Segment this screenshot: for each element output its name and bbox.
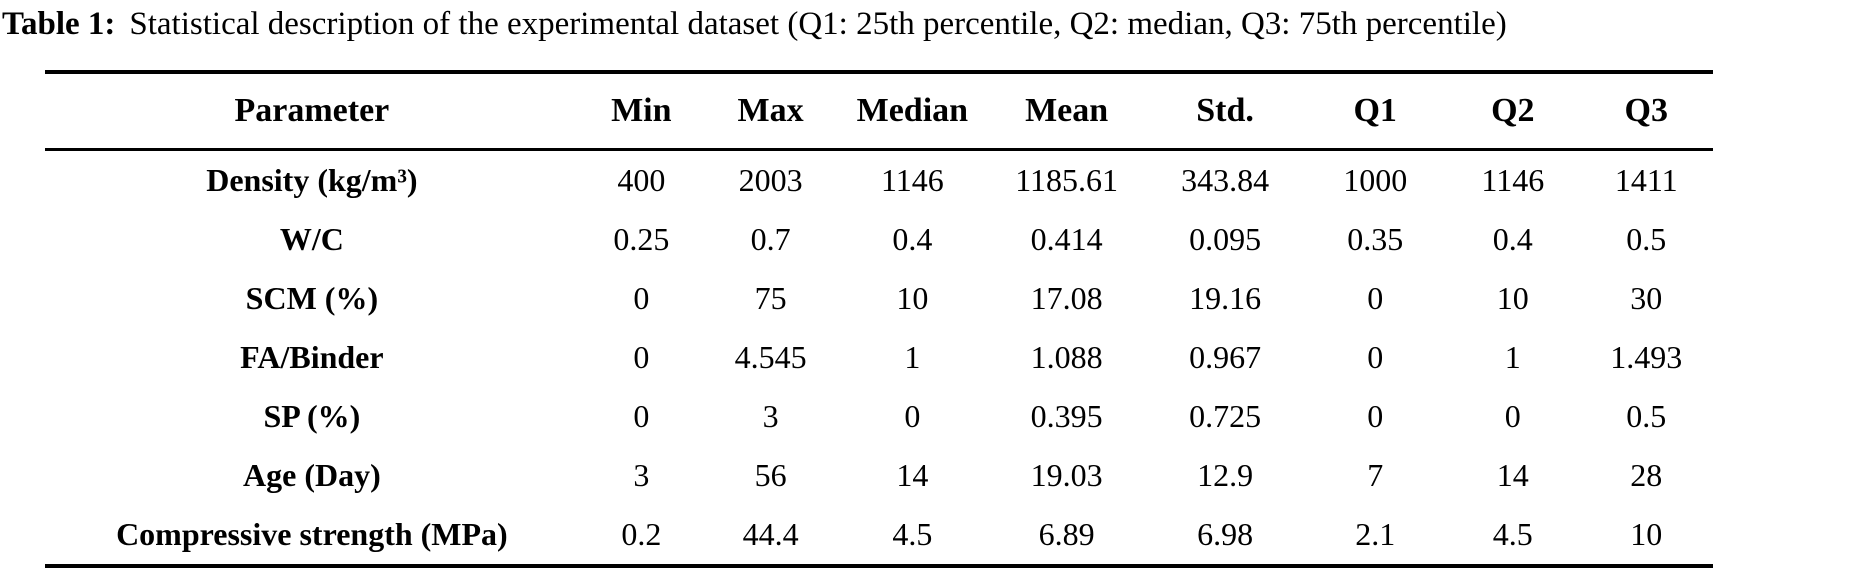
column-header-max: Max bbox=[703, 72, 838, 151]
value-cell-fa-binder-mean: 1.088 bbox=[1030, 339, 1103, 375]
value-cell-sp-min: 0 bbox=[633, 398, 650, 434]
value-cell-w-c-std: 0.095 bbox=[1189, 221, 1262, 257]
table-row-age-day: Age (Day) 3 56 14 19.03 12.9 7 14 28 bbox=[45, 446, 1713, 505]
table-caption-text: Statistical description of the experimen… bbox=[129, 6, 1507, 42]
value-cell-sp-q3: 0.5 bbox=[1626, 398, 1667, 434]
value-cell-sp-q2: 0 bbox=[1504, 398, 1521, 434]
value-cell-density-kg-m-max: 2003 bbox=[738, 162, 803, 198]
table-caption-label: Table 1: bbox=[2, 6, 116, 42]
parameter-cell-compressive-strength-mpa: Compressive strength (MPa) bbox=[116, 516, 508, 552]
value-cell-density-kg-m-min: 400 bbox=[617, 162, 666, 198]
value-cell-scm-max: 75 bbox=[754, 280, 787, 316]
value-cell-fa-binder-max: 4.545 bbox=[734, 339, 807, 375]
parameter-cell-density-kg-m: Density (kg/m³) bbox=[206, 162, 418, 198]
value-cell-age-day-max: 56 bbox=[754, 457, 787, 493]
value-cell-scm-median: 10 bbox=[896, 280, 929, 316]
value-cell-age-day-q1: 7 bbox=[1367, 457, 1384, 493]
value-cell-age-day-q2: 14 bbox=[1496, 457, 1529, 493]
value-cell-compressive-strength-mpa-q1: 2.1 bbox=[1355, 516, 1396, 552]
value-cell-density-kg-m-q1: 1000 bbox=[1343, 162, 1408, 198]
column-header-q2: Q2 bbox=[1446, 72, 1580, 151]
value-cell-scm-min: 0 bbox=[633, 280, 650, 316]
parameter-cell-fa-binder: FA/Binder bbox=[240, 339, 384, 375]
value-cell-fa-binder-std: 0.967 bbox=[1189, 339, 1262, 375]
parameter-cell-sp: SP (%) bbox=[263, 398, 361, 434]
value-cell-compressive-strength-mpa-q3: 10 bbox=[1630, 516, 1663, 552]
value-cell-fa-binder-q2: 1 bbox=[1504, 339, 1521, 375]
value-cell-w-c-q1: 0.35 bbox=[1347, 221, 1404, 257]
value-cell-compressive-strength-mpa-std: 6.98 bbox=[1197, 516, 1254, 552]
column-header-min: Min bbox=[578, 72, 704, 151]
table-body: Density (kg/m³) 400 2003 1146 1185.61 343.84 1… bbox=[45, 150, 1713, 567]
column-header-q1: Q1 bbox=[1304, 72, 1447, 151]
value-cell-sp-q1: 0 bbox=[1367, 398, 1384, 434]
column-header-parameter: Parameter bbox=[45, 72, 579, 151]
table-row-scm: SCM (%) 0 75 10 17.08 19.16 0 10 30 bbox=[45, 269, 1713, 328]
value-cell-density-kg-m-q3: 1411 bbox=[1614, 162, 1678, 198]
value-cell-fa-binder-median: 1 bbox=[904, 339, 921, 375]
value-cell-compressive-strength-mpa-min: 0.2 bbox=[621, 516, 662, 552]
table-row-sp: SP (%) 0 3 0 0.395 0.725 0 0 0.5 bbox=[45, 387, 1713, 446]
value-cell-density-kg-m-mean: 1185.61 bbox=[1015, 162, 1119, 198]
value-cell-density-kg-m-q2: 1146 bbox=[1481, 162, 1545, 198]
table-row-w-c: W/C 0.25 0.7 0.4 0.414 0.095 0.35 0.4 0.5 bbox=[45, 210, 1713, 269]
value-cell-compressive-strength-mpa-q2: 4.5 bbox=[1492, 516, 1533, 552]
value-cell-density-kg-m-median: 1146 bbox=[880, 162, 944, 198]
statistics-table: Parameter Min Max Median Mean Std. Q1 Q2 Q3 Dens… bbox=[45, 70, 1713, 568]
table-header-row: Parameter Min Max Median Mean Std. Q1 Q2 Q3 bbox=[45, 72, 1713, 151]
value-cell-w-c-q3: 0.5 bbox=[1626, 221, 1667, 257]
table-caption: Table 1: Statistical description of the e… bbox=[2, 2, 1862, 46]
value-cell-compressive-strength-mpa-max: 44.4 bbox=[742, 516, 799, 552]
value-cell-sp-mean: 0.395 bbox=[1030, 398, 1103, 434]
value-cell-scm-mean: 17.08 bbox=[1030, 280, 1103, 316]
column-header-median: Median bbox=[837, 72, 988, 151]
value-cell-w-c-median: 0.4 bbox=[892, 221, 933, 257]
value-cell-density-kg-m-std: 343.84 bbox=[1181, 162, 1270, 198]
value-cell-sp-median: 0 bbox=[904, 398, 921, 434]
value-cell-age-day-min: 3 bbox=[633, 457, 650, 493]
column-header-q3: Q3 bbox=[1579, 72, 1713, 151]
value-cell-w-c-max: 0.7 bbox=[750, 221, 791, 257]
value-cell-scm-q1: 0 bbox=[1367, 280, 1384, 316]
table-row-fa-binder: FA/Binder 0 4.545 1 1.088 0.967 0 1 1.493 bbox=[45, 328, 1713, 387]
table-row-density-kg-m: Density (kg/m³) 400 2003 1146 1185.61 343.84 1… bbox=[45, 150, 1713, 211]
value-cell-fa-binder-q1: 0 bbox=[1367, 339, 1384, 375]
parameter-cell-scm: SCM (%) bbox=[245, 280, 379, 316]
value-cell-scm-std: 19.16 bbox=[1189, 280, 1262, 316]
table-row-compressive-strength-mpa: Compressive strength (MPa) 0.2 44.4 4.5 6.89… bbox=[45, 505, 1713, 566]
column-header-mean: Mean bbox=[987, 72, 1146, 151]
value-cell-scm-q2: 10 bbox=[1496, 280, 1529, 316]
column-header-std: Std. bbox=[1145, 72, 1305, 151]
value-cell-w-c-mean: 0.414 bbox=[1030, 221, 1103, 257]
value-cell-compressive-strength-mpa-median: 4.5 bbox=[892, 516, 933, 552]
value-cell-sp-std: 0.725 bbox=[1189, 398, 1262, 434]
table-header: Parameter Min Max Median Mean Std. Q1 Q2 Q3 bbox=[45, 72, 1713, 151]
value-cell-age-day-std: 12.9 bbox=[1197, 457, 1254, 493]
value-cell-age-day-median: 14 bbox=[896, 457, 929, 493]
value-cell-scm-q3: 30 bbox=[1630, 280, 1663, 316]
value-cell-fa-binder-min: 0 bbox=[633, 339, 650, 375]
value-cell-age-day-mean: 19.03 bbox=[1030, 457, 1103, 493]
value-cell-compressive-strength-mpa-mean: 6.89 bbox=[1038, 516, 1095, 552]
value-cell-sp-max: 3 bbox=[762, 398, 779, 434]
value-cell-fa-binder-q3: 1.493 bbox=[1610, 339, 1683, 375]
value-cell-w-c-q2: 0.4 bbox=[1492, 221, 1533, 257]
parameter-cell-w-c: W/C bbox=[279, 221, 344, 257]
value-cell-age-day-q3: 28 bbox=[1630, 457, 1663, 493]
value-cell-w-c-min: 0.25 bbox=[613, 221, 670, 257]
parameter-cell-age-day: Age (Day) bbox=[243, 457, 381, 493]
